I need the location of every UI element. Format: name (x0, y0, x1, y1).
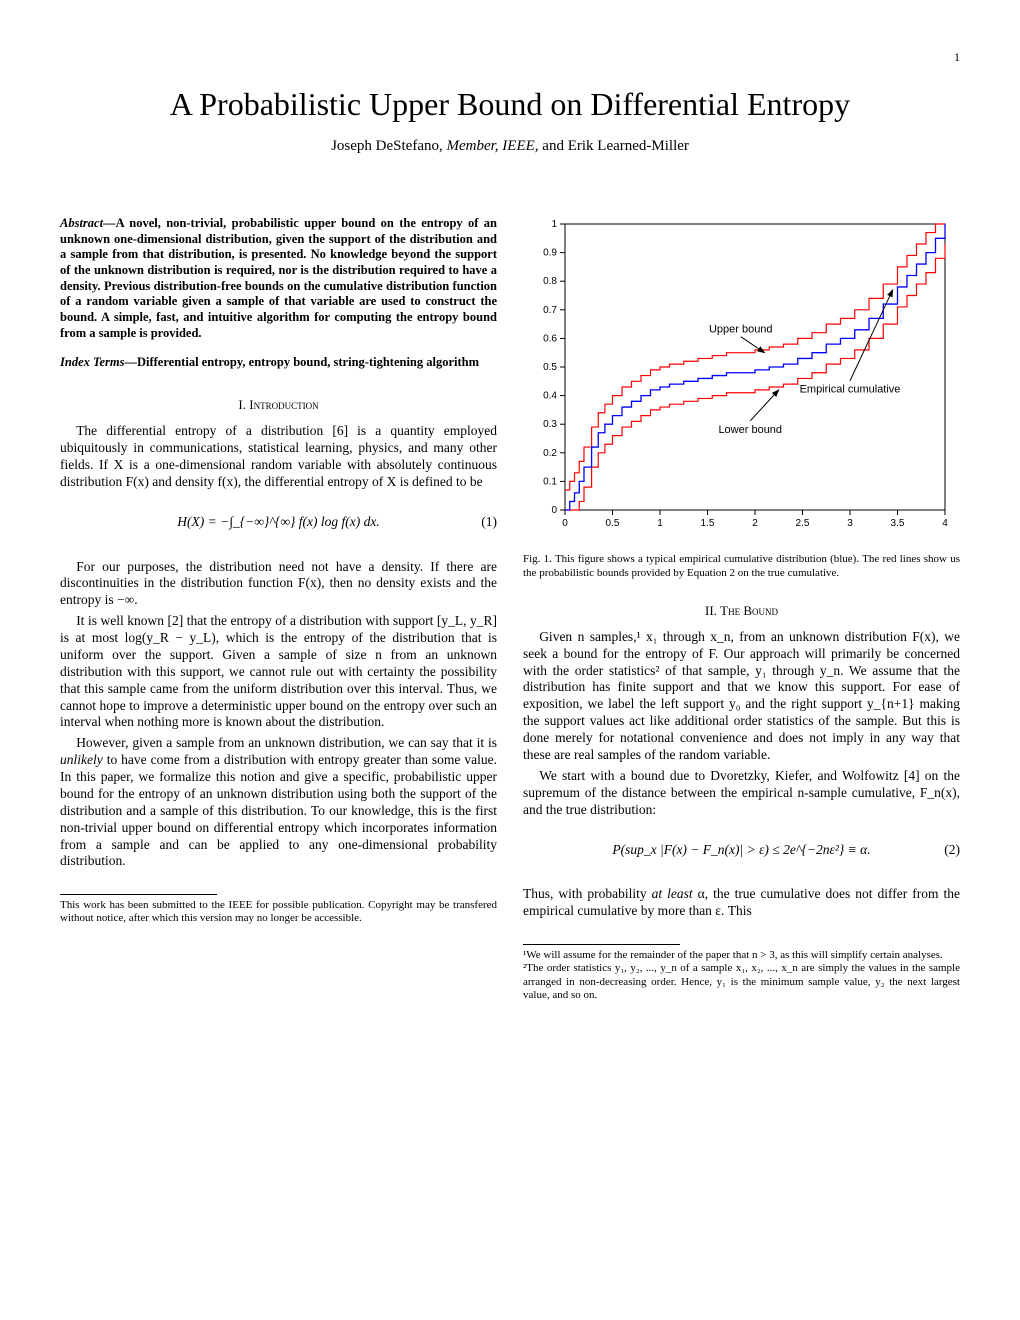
authors-line: Joseph DeStefano, Member, IEEE, and Erik… (60, 137, 960, 156)
svg-text:0.3: 0.3 (543, 419, 557, 430)
paragraph-1: The differential entropy of a distributi… (60, 423, 497, 491)
svg-text:0.4: 0.4 (543, 391, 557, 402)
right-column: 0 0.5 1 1.5 2 2.5 3 3.5 4 0 0.1 0.2 0.3 0.4 0.5 0.6 0.7 0… (523, 216, 960, 1002)
paragraph-2: For our purposes, the distribution need … (60, 559, 497, 610)
page-number: 1 (60, 50, 960, 65)
figure-1: 0 0.5 1 1.5 2 2.5 3 3.5 4 0 0.1 0.2 0.3 0.4 0.5 0.6 0.7 0… (523, 216, 960, 541)
equation-2-number: (2) (944, 842, 960, 859)
equation-2: P(sup_x |F(x) − F_n(x)| > ε) ≤ 2e^{−2nε²… (523, 828, 960, 872)
svg-text:0.7: 0.7 (543, 305, 557, 316)
section-2-title: The Bound (720, 603, 778, 618)
paragraph-4-em: unlikely (60, 752, 103, 767)
figure-1-svg: 0 0.5 1 1.5 2 2.5 3 3.5 4 0 0.1 0.2 0.3 0.4 0.5 0.6 0.7 0… (523, 216, 953, 536)
section-2-heading: II. The Bound (523, 603, 960, 619)
equation-2-body: P(sup_x |F(x) − F_n(x)| > ε) ≤ 2e^{−2nε²… (612, 842, 870, 859)
paper-title: A Probabilistic Upper Bound on Different… (60, 85, 960, 123)
abstract-lead: Abstract— (60, 216, 116, 230)
index-terms-text: Differential entropy, entropy bound, str… (137, 355, 479, 369)
section-2-number: II. (705, 603, 720, 618)
right-footnote-1: ¹We will assume for the remainder of the… (523, 949, 960, 962)
svg-text:0.6: 0.6 (543, 334, 557, 345)
paragraph-4b: to have come from a distribution with en… (60, 752, 497, 868)
footnote-rule-left (60, 894, 217, 895)
svg-text:4: 4 (942, 518, 948, 529)
svg-text:2: 2 (752, 518, 758, 529)
paragraph-4a: However, given a sample from an unknown … (76, 735, 497, 750)
svg-text:0.5: 0.5 (606, 518, 620, 529)
svg-text:0.2: 0.2 (543, 448, 557, 459)
section-1-number: I. (238, 397, 249, 412)
section-1-heading: I. Introduction (60, 397, 497, 413)
index-terms-lead: Index Terms— (60, 355, 137, 369)
paragraph-7: Thus, with probability at least α, the t… (523, 886, 960, 920)
svg-text:1.5: 1.5 (701, 518, 715, 529)
paragraph-3: It is well known [2] that the entropy of… (60, 613, 497, 731)
figure-1-caption: Fig. 1. This figure shows a typical empi… (523, 553, 960, 581)
svg-text:2.5: 2.5 (796, 518, 810, 529)
svg-text:Upper bound: Upper bound (709, 324, 773, 336)
svg-text:0: 0 (551, 505, 557, 516)
svg-text:0.1: 0.1 (543, 477, 557, 488)
paragraph-6: We start with a bound due to Dvoretzky, … (523, 768, 960, 819)
equation-1: H(X) = −∫_{−∞}^{∞} f(x) log f(x) dx. (1) (60, 501, 497, 545)
paragraph-5: Given n samples,¹ x₁ through x_n, from a… (523, 629, 960, 764)
svg-text:3: 3 (847, 518, 853, 529)
two-column-layout: Abstract—A novel, non-trivial, probabili… (60, 216, 960, 1002)
svg-text:1: 1 (657, 518, 663, 529)
section-1-title: Introduction (249, 397, 318, 412)
footnote-rule-right (523, 944, 680, 945)
author-names-prefix: Joseph DeStefano, (331, 138, 446, 154)
svg-text:0: 0 (562, 518, 568, 529)
equation-1-body: H(X) = −∫_{−∞}^{∞} f(x) log f(x) dx. (177, 514, 379, 531)
svg-text:1: 1 (551, 219, 557, 230)
paragraph-4: However, given a sample from an unknown … (60, 735, 497, 870)
svg-text:0.8: 0.8 (543, 276, 557, 287)
author-affiliation: Member, IEEE, (446, 138, 538, 154)
svg-text:0.9: 0.9 (543, 248, 557, 259)
equation-1-number: (1) (481, 514, 497, 531)
author-names-suffix: and Erik Learned-Miller (539, 138, 689, 154)
abstract-text: A novel, non-trivial, probabilistic uppe… (60, 216, 497, 339)
paragraph-7-em: at least (652, 886, 693, 901)
svg-text:0.5: 0.5 (543, 362, 557, 373)
paragraph-7a: Thus, with probability (523, 886, 652, 901)
abstract-block: Abstract—A novel, non-trivial, probabili… (60, 216, 497, 341)
right-footnote-2: ²The order statistics y₁, y₂, ..., y_n o… (523, 962, 960, 1002)
svg-text:Lower bound: Lower bound (718, 424, 782, 436)
svg-text:Empirical cumulative: Empirical cumulative (800, 384, 901, 396)
index-terms-block: Index Terms—Differential entropy, entrop… (60, 355, 497, 371)
svg-text:3.5: 3.5 (891, 518, 905, 529)
left-footnote: This work has been submitted to the IEEE… (60, 899, 497, 925)
left-column: Abstract—A novel, non-trivial, probabili… (60, 216, 497, 1002)
